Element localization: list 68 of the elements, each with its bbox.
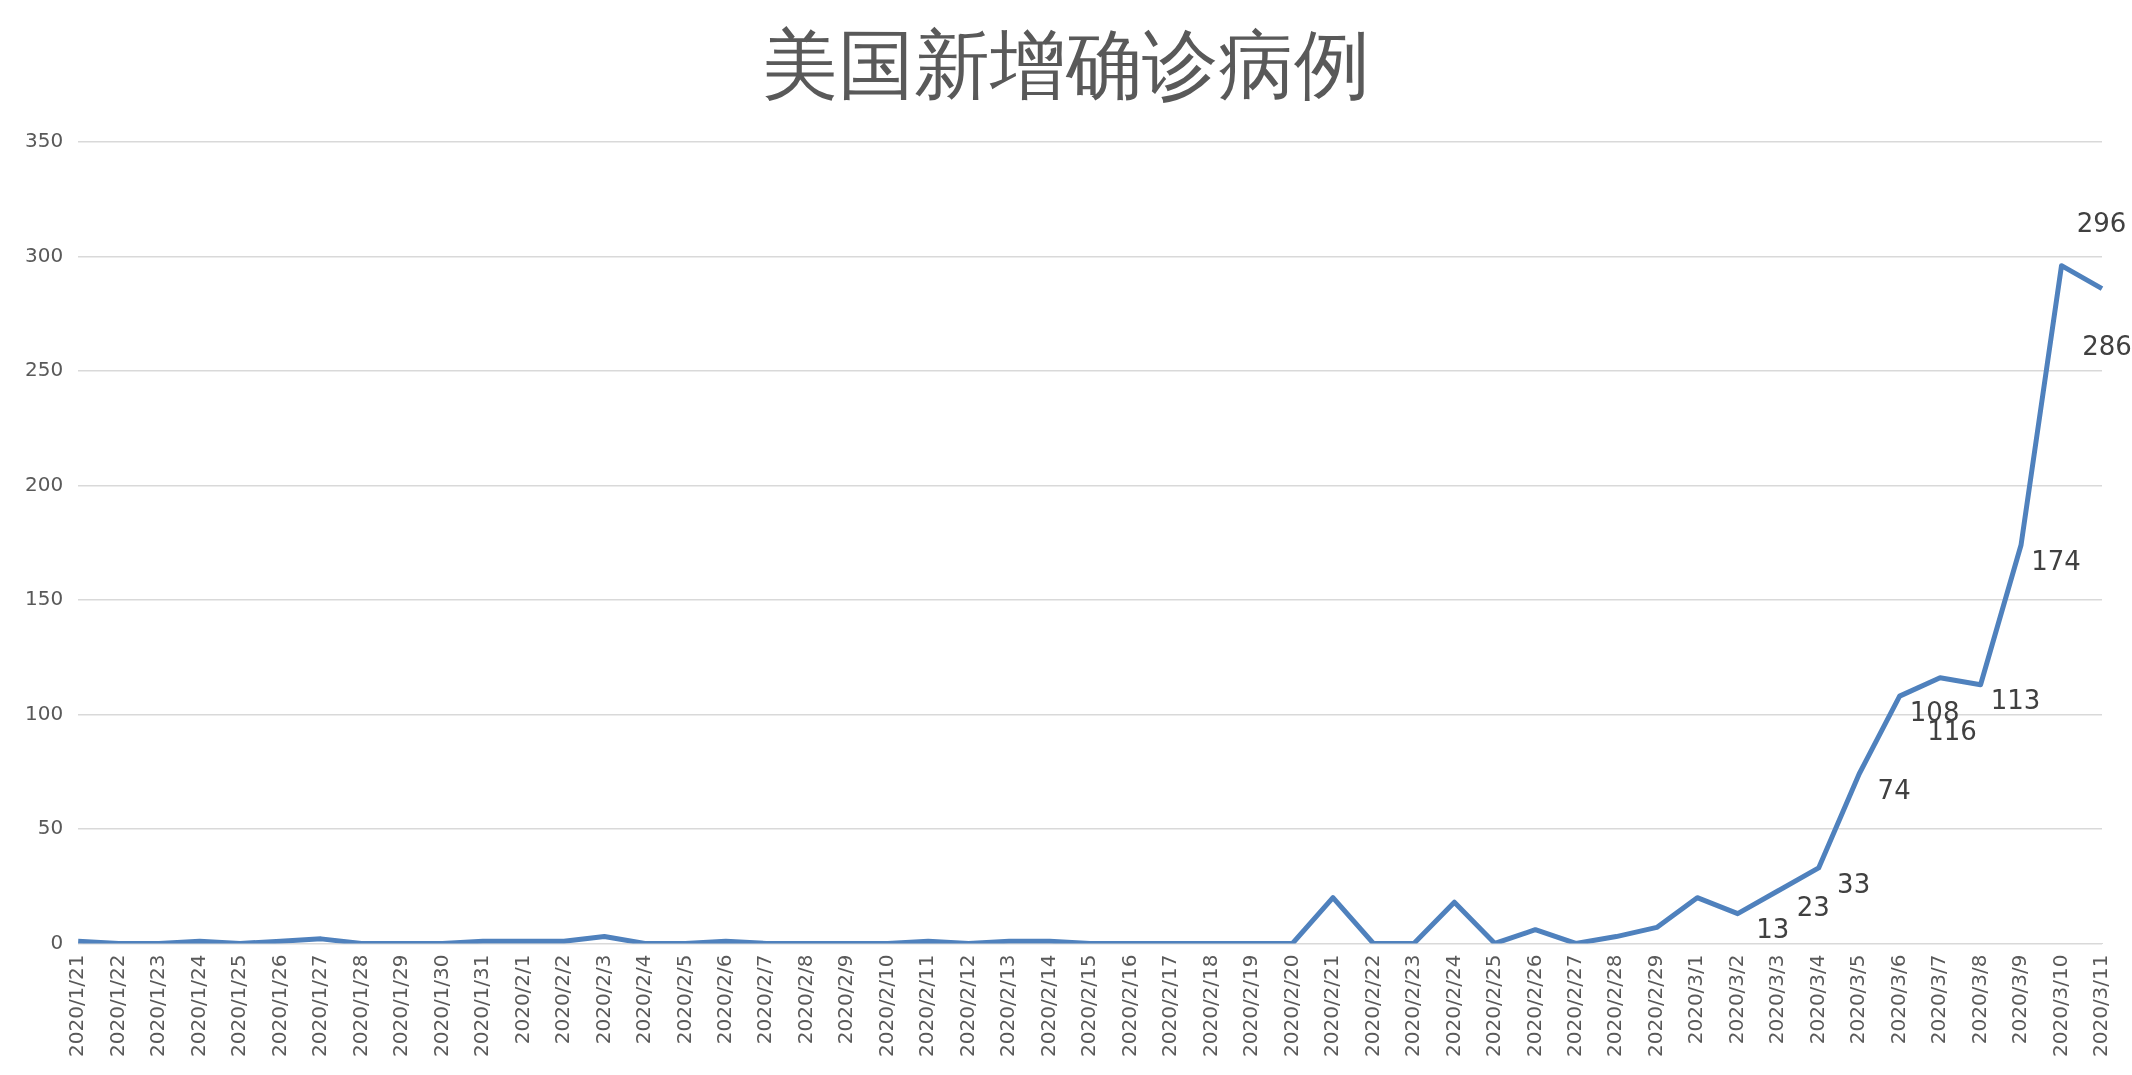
x-tick-label: 2020/2/10 — [873, 954, 898, 1058]
x-tick-label: 2020/2/6 — [712, 954, 736, 1045]
x-tick-label: 2020/3/9 — [2007, 954, 2032, 1045]
x-tick-label: 2020/2/27 — [1562, 954, 1587, 1058]
x-tick-label: 2020/1/22 — [104, 954, 129, 1058]
x-tick-label: 2020/2/3 — [590, 954, 615, 1045]
data-label: 13 — [1756, 914, 1790, 945]
y-tick-label: 300 — [24, 242, 64, 267]
x-tick-label: 2020/1/25 — [226, 954, 251, 1058]
x-tick-label: 2020/3/6 — [1885, 954, 1910, 1045]
x-tick-label: 2020/2/11 — [914, 954, 939, 1058]
x-tick-label: 2020/2/26 — [1521, 954, 1546, 1058]
data-label: 296 — [2076, 208, 2127, 239]
x-tick-label: 2020/1/24 — [185, 954, 210, 1058]
x-tick-label: 2020/2/8 — [792, 954, 817, 1045]
data-label: 113 — [1990, 685, 2041, 716]
y-tick-label: 350 — [24, 128, 64, 153]
x-tick-label: 2020/2/14 — [1035, 954, 1060, 1058]
x-tick-label: 2020/2/4 — [631, 954, 656, 1045]
x-tick-label: 2020/3/4 — [1804, 954, 1829, 1045]
x-tick-label: 2020/2/15 — [1076, 954, 1101, 1058]
x-tick-label: 2020/3/1 — [1683, 954, 1708, 1045]
x-tick-label: 2020/2/9 — [833, 954, 858, 1045]
x-tick-label: 2020/2/7 — [752, 954, 777, 1045]
data-label: 286 — [2082, 331, 2132, 362]
x-tick-label: 2020/2/17 — [1157, 954, 1182, 1058]
x-tick-label: 2020/2/18 — [1197, 954, 1222, 1058]
x-tick-label: 2020/2/16 — [1116, 954, 1141, 1058]
x-tick-label: 2020/2/20 — [1278, 954, 1303, 1058]
x-tick-label: 2020/2/28 — [1602, 954, 1627, 1058]
x-tick-label: 2020/1/29 — [388, 954, 413, 1058]
y-tick-label: 250 — [24, 357, 64, 382]
x-tick-label: 2020/3/2 — [1723, 954, 1748, 1045]
x-tick-label: 2020/3/7 — [1926, 954, 1951, 1045]
x-tick-label: 2020/3/10 — [2047, 954, 2072, 1058]
y-tick-label: 200 — [24, 471, 64, 496]
y-tick-label: 150 — [24, 586, 64, 611]
x-tick-label: 2020/3/11 — [2088, 954, 2113, 1058]
x-tick-label: 2020/1/27 — [307, 954, 332, 1058]
x-tick-label: 2020/1/31 — [469, 954, 494, 1058]
chart-title: 美国新增确诊病例 — [761, 19, 1371, 111]
x-tick-label: 2020/2/29 — [1642, 954, 1667, 1058]
x-tick-label: 2020/2/1 — [509, 954, 534, 1045]
x-tick-label: 2020/2/21 — [1319, 954, 1344, 1058]
y-tick-label: 50 — [37, 815, 64, 840]
y-tick-label: 100 — [24, 700, 64, 725]
x-tick-label: 2020/2/22 — [1359, 954, 1384, 1058]
x-tick-label: 2020/2/2 — [550, 954, 575, 1045]
x-tick-label: 2020/2/25 — [1481, 954, 1506, 1058]
x-tick-label: 2020/3/8 — [1966, 954, 1991, 1045]
data-label: 174 — [2031, 545, 2081, 576]
x-tick-label: 2020/1/28 — [347, 954, 372, 1058]
x-tick-label: 2020/1/23 — [145, 954, 170, 1058]
x-tick-label: 2020/2/24 — [1440, 954, 1465, 1058]
x-tick-label: 2020/2/12 — [954, 954, 979, 1058]
x-tick-label: 2020/2/5 — [671, 954, 696, 1045]
data-label: 74 — [1877, 774, 1911, 805]
x-tick-label: 2020/3/5 — [1845, 954, 1870, 1045]
x-tick-label: 2020/2/23 — [1400, 954, 1425, 1058]
x-tick-label: 2020/1/26 — [266, 954, 291, 1058]
data-label: 23 — [1796, 891, 1830, 922]
x-tick-label: 2020/2/19 — [1238, 954, 1263, 1058]
x-tick-label: 2020/3/3 — [1764, 954, 1789, 1045]
data-label: 33 — [1837, 868, 1871, 899]
x-tick-label: 2020/1/21 — [64, 954, 89, 1058]
y-tick-label: 0 — [50, 929, 64, 954]
x-tick-label: 2020/2/13 — [995, 954, 1020, 1058]
x-tick-label: 2020/1/30 — [428, 954, 453, 1058]
